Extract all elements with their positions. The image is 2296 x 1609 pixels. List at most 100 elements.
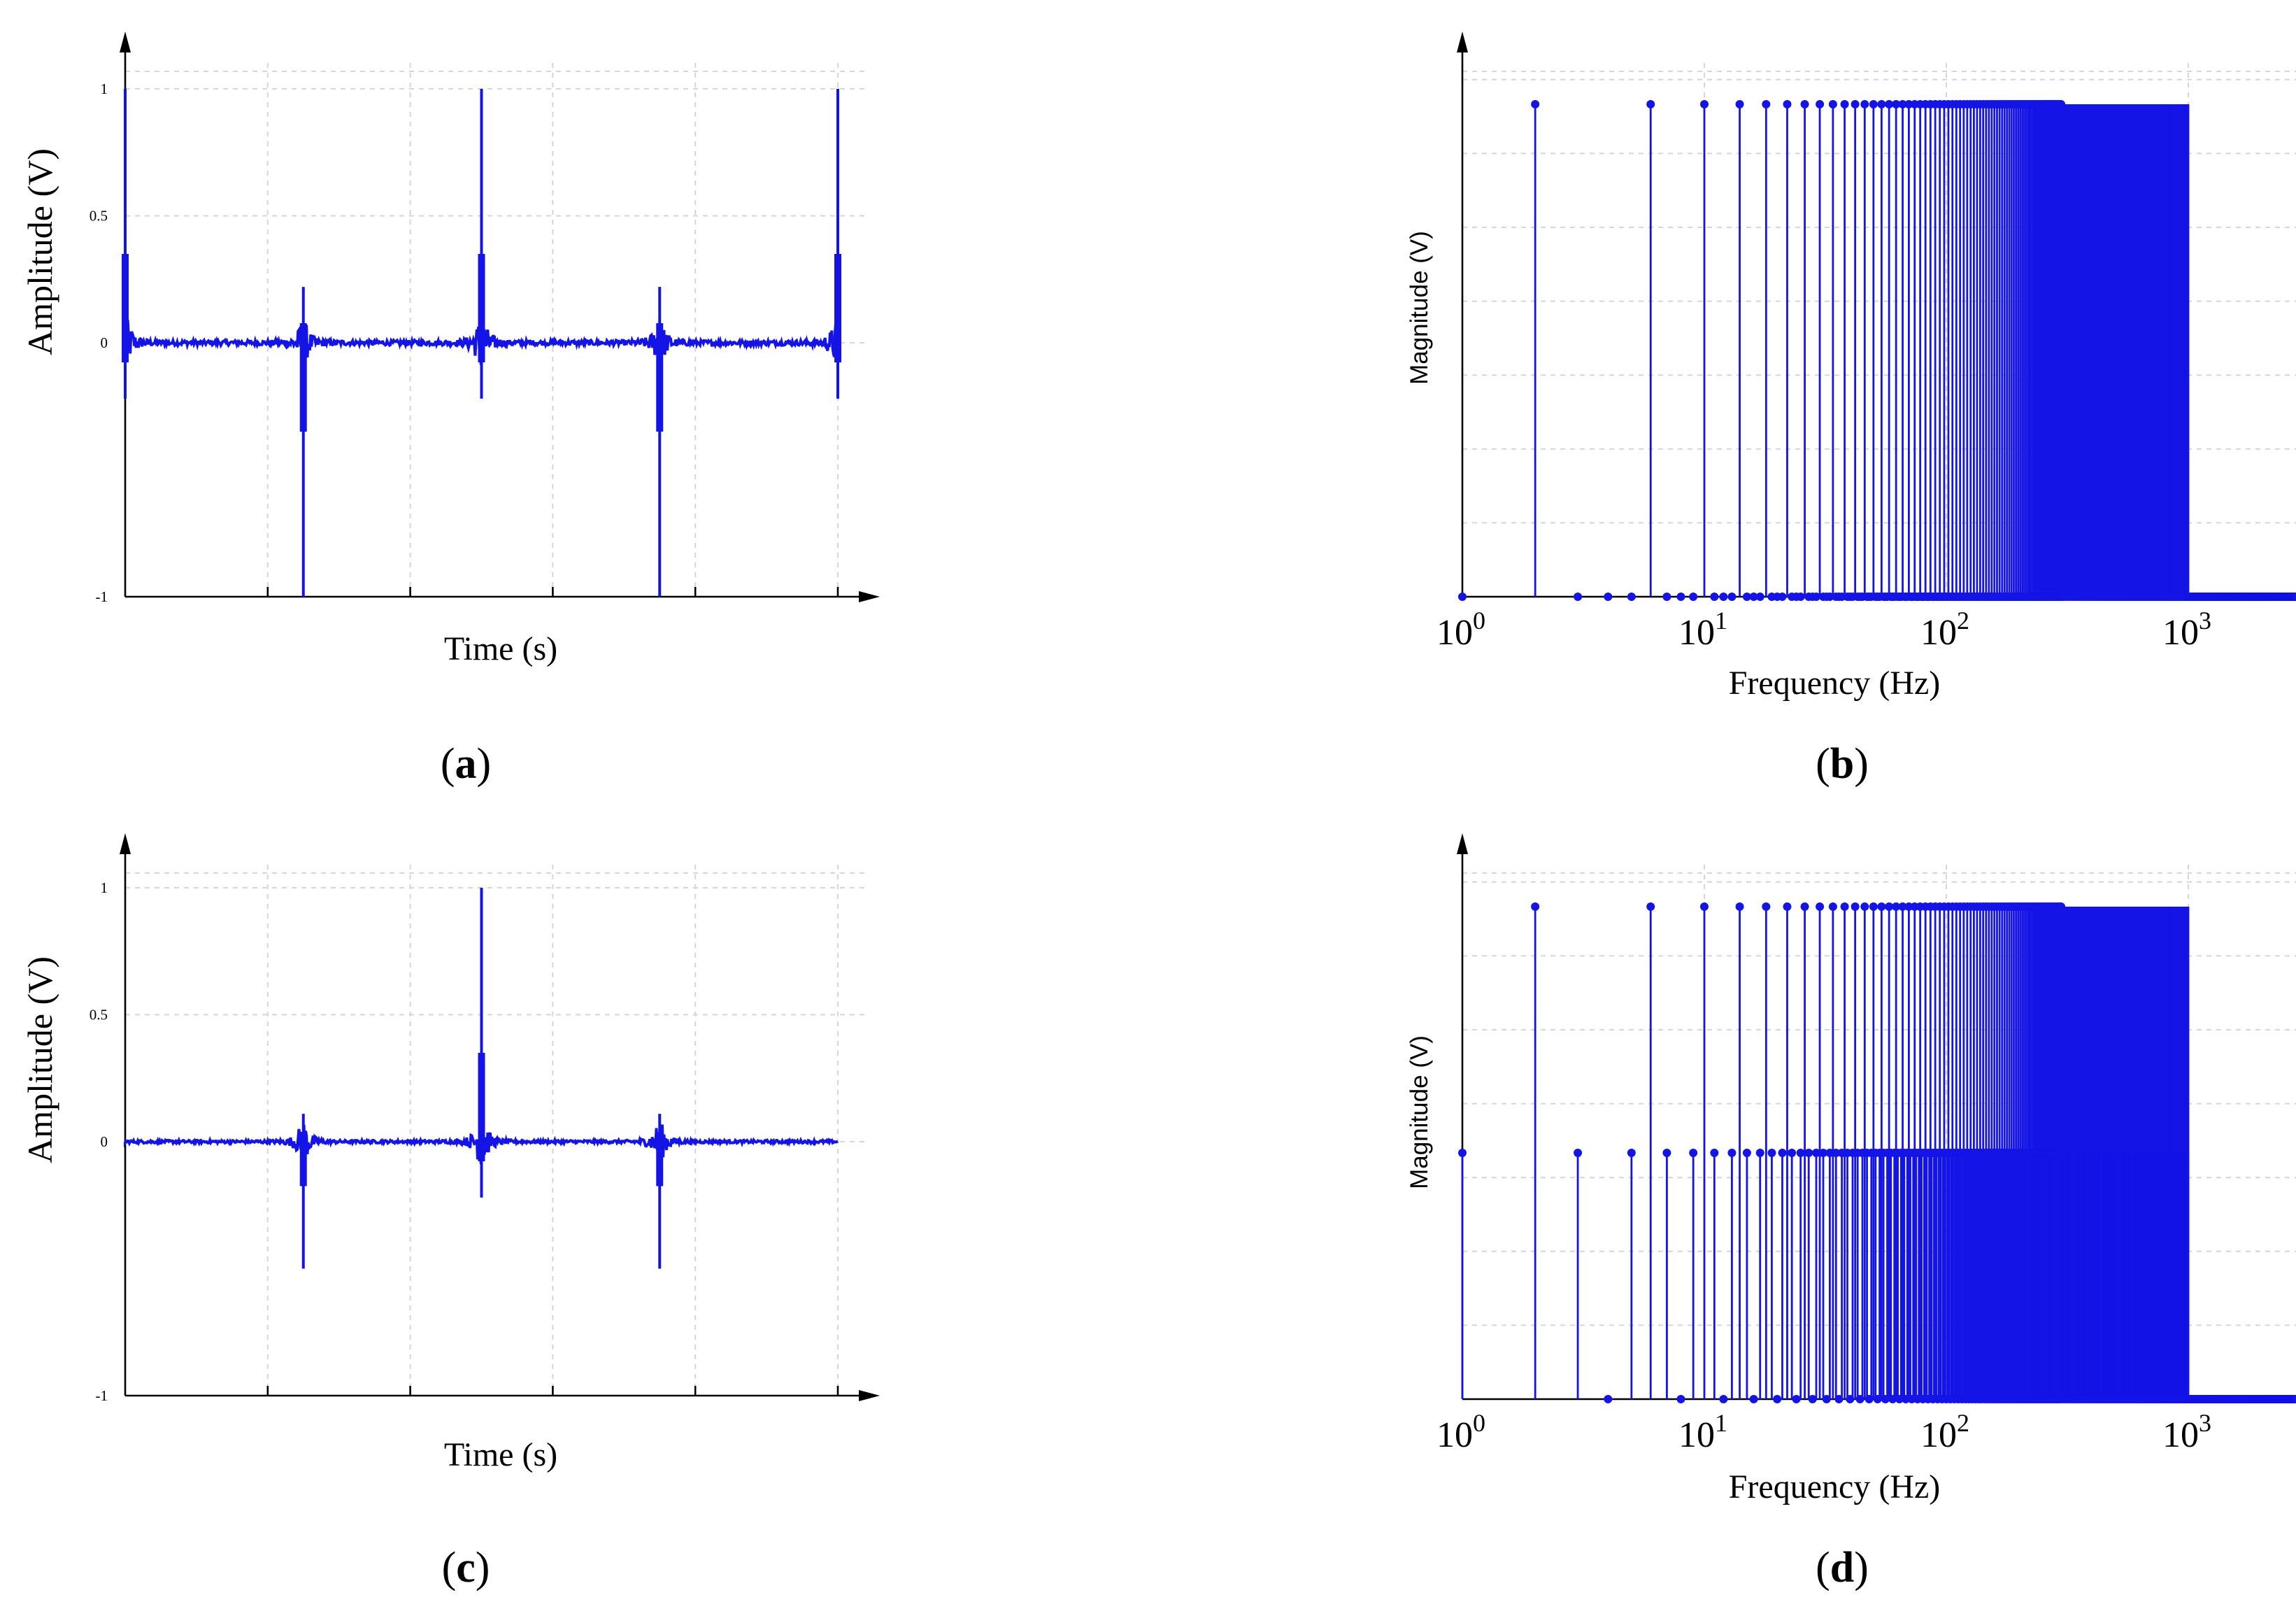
x-tick-label: 101: [1678, 1409, 1727, 1455]
spectrum-marker: [1877, 100, 1886, 108]
spectrum-marker: [1877, 902, 1886, 911]
spectrum-marker: [1828, 100, 1837, 108]
spectrum-marker: [1767, 1149, 1776, 1157]
panel-c-xlabel: Time (s): [444, 1436, 557, 1473]
panel-b-label: (b): [1816, 740, 1869, 788]
spectrum-marker: [1604, 1395, 1613, 1403]
spectrum-marker: [1762, 902, 1771, 911]
spectrum-marker: [1458, 593, 1467, 601]
spectrum-marker: [1869, 100, 1878, 108]
spectrum-marker: [1808, 1395, 1817, 1403]
spectrum-marker: [1796, 593, 1805, 601]
spectrum-marker: [1811, 1149, 1820, 1157]
panel-a-label: (a): [441, 740, 491, 788]
spectrum-marker: [1778, 1149, 1787, 1157]
spectrum-marker: [2292, 593, 2296, 601]
spectrum-marker: [1800, 902, 1809, 911]
spectrum-marker: [1869, 902, 1878, 911]
spectrum-marker: [1700, 100, 1709, 108]
y-tick-label: -1: [96, 588, 108, 605]
spectrum-marker: [1755, 593, 1764, 601]
spectrum-marker: [1662, 1149, 1671, 1157]
spectrum-marker: [1646, 902, 1655, 911]
spectrum-marker: [1840, 100, 1849, 108]
spectrum-marker: [1727, 593, 1737, 601]
spectrum-marker: [1822, 1395, 1831, 1403]
panel-c-ylabel: Amplitude (V): [20, 956, 59, 1163]
spectrum-marker: [1574, 593, 1583, 601]
y-axis-arrow: [1457, 31, 1468, 52]
spectrum-marker: [1531, 902, 1540, 911]
spectrum-marker: [1816, 100, 1825, 108]
spectrum-marker: [1832, 1149, 1841, 1157]
panel-d-ylabel: Magnitude (V): [1406, 1035, 1433, 1189]
x-tick-label: 100: [1436, 607, 1485, 653]
spectrum-marker: [1676, 1395, 1685, 1403]
spectrum-marker: [1719, 1395, 1728, 1403]
panel-c-time-signal: Amplitude (V) Time (s) (c) 1 0.5 0 -1: [20, 833, 880, 1592]
spectrum-marker: [1689, 1149, 1698, 1157]
x-tick-label: 101: [1678, 607, 1727, 653]
spectrum-marker: [1783, 100, 1792, 108]
spectrum-marker: [1885, 902, 1894, 911]
panel-b-spectrum: Magnitude (V) Frequency (Hz) (b) 100 101 1…: [1406, 31, 2296, 788]
spectrum-marker: [1840, 902, 1849, 911]
spectrum-marker: [1773, 1395, 1782, 1403]
x-tick-label: 103: [2162, 607, 2211, 653]
spectrum-marker: [1735, 100, 1744, 108]
spectrum-marker: [1898, 100, 1907, 108]
spectrum-marker: [1735, 902, 1744, 911]
panel-c-label: (c): [442, 1544, 490, 1592]
spectrum-marker: [1851, 902, 1860, 911]
spectrum-marker: [1828, 902, 1837, 911]
spectrum-marker: [1749, 1395, 1758, 1403]
x-tick-label: 102: [1920, 1409, 1969, 1455]
spectrum-marker: [1719, 593, 1728, 601]
panel-a-xlabel: Time (s): [444, 630, 557, 667]
y-tick-label: 0.5: [90, 208, 108, 225]
x-tick-label: 103: [2162, 1409, 2211, 1455]
spectrum-marker: [1904, 902, 1913, 911]
spectrum-marker: [1851, 100, 1860, 108]
spectrum-marker: [1727, 1149, 1737, 1157]
spectrum-marker: [1860, 902, 1869, 911]
panel-b-ylabel: Magnitude (V): [1406, 231, 1433, 385]
spectrum-marker: [1816, 902, 1825, 911]
spectrum-marker: [1689, 593, 1698, 601]
panel-b-xlabel: Frequency (Hz): [1729, 665, 1941, 702]
spectrum-marker: [1700, 902, 1709, 911]
spectrum-marker: [1892, 902, 1901, 911]
spectrum-marker: [1904, 100, 1913, 108]
spectrum-marker: [1742, 593, 1751, 601]
y-axis-arrow: [120, 31, 131, 52]
y-tick-label: 0: [101, 1133, 108, 1150]
panel-a-ylabel: Amplitude (V): [20, 148, 59, 355]
spectrum-marker: [1796, 1149, 1805, 1157]
spectrum-marker: [1531, 100, 1540, 108]
spectrum-marker: [1574, 1149, 1583, 1157]
spectrum-marker: [1742, 1149, 1751, 1157]
spectrum-marker: [1860, 100, 1869, 108]
spectrum-marker: [1710, 593, 1719, 601]
x-tick-label: 100: [1436, 1409, 1485, 1455]
y-tick-label: -1: [96, 1387, 108, 1404]
panel-d-xlabel: Frequency (Hz): [1729, 1468, 1941, 1505]
spectrum-marker: [1762, 100, 1771, 108]
panel-d-label: (d): [1816, 1544, 1869, 1592]
spectrum-marker: [1788, 1149, 1797, 1157]
spectrum-marker: [1710, 1149, 1719, 1157]
spectrum-marker: [1819, 1149, 1828, 1157]
spectrum-marker: [1604, 593, 1613, 601]
panel-a-time-signal: Amplitude (V) Time (s) (a) 1 0.5 0 -1: [20, 31, 880, 788]
y-tick-label: 1: [101, 879, 108, 896]
spectrum-marker: [1783, 902, 1792, 911]
spectrum-marker: [1778, 593, 1787, 601]
spectrum-marker: [1749, 593, 1758, 601]
spectrum-marker: [1627, 593, 1636, 601]
spectrum-marker: [1800, 100, 1809, 108]
x-tick-label: 102: [1920, 607, 1969, 653]
spectrum-marker: [1755, 1149, 1764, 1157]
y-axis-arrow: [120, 833, 131, 854]
spectrum-marker: [1646, 100, 1655, 108]
